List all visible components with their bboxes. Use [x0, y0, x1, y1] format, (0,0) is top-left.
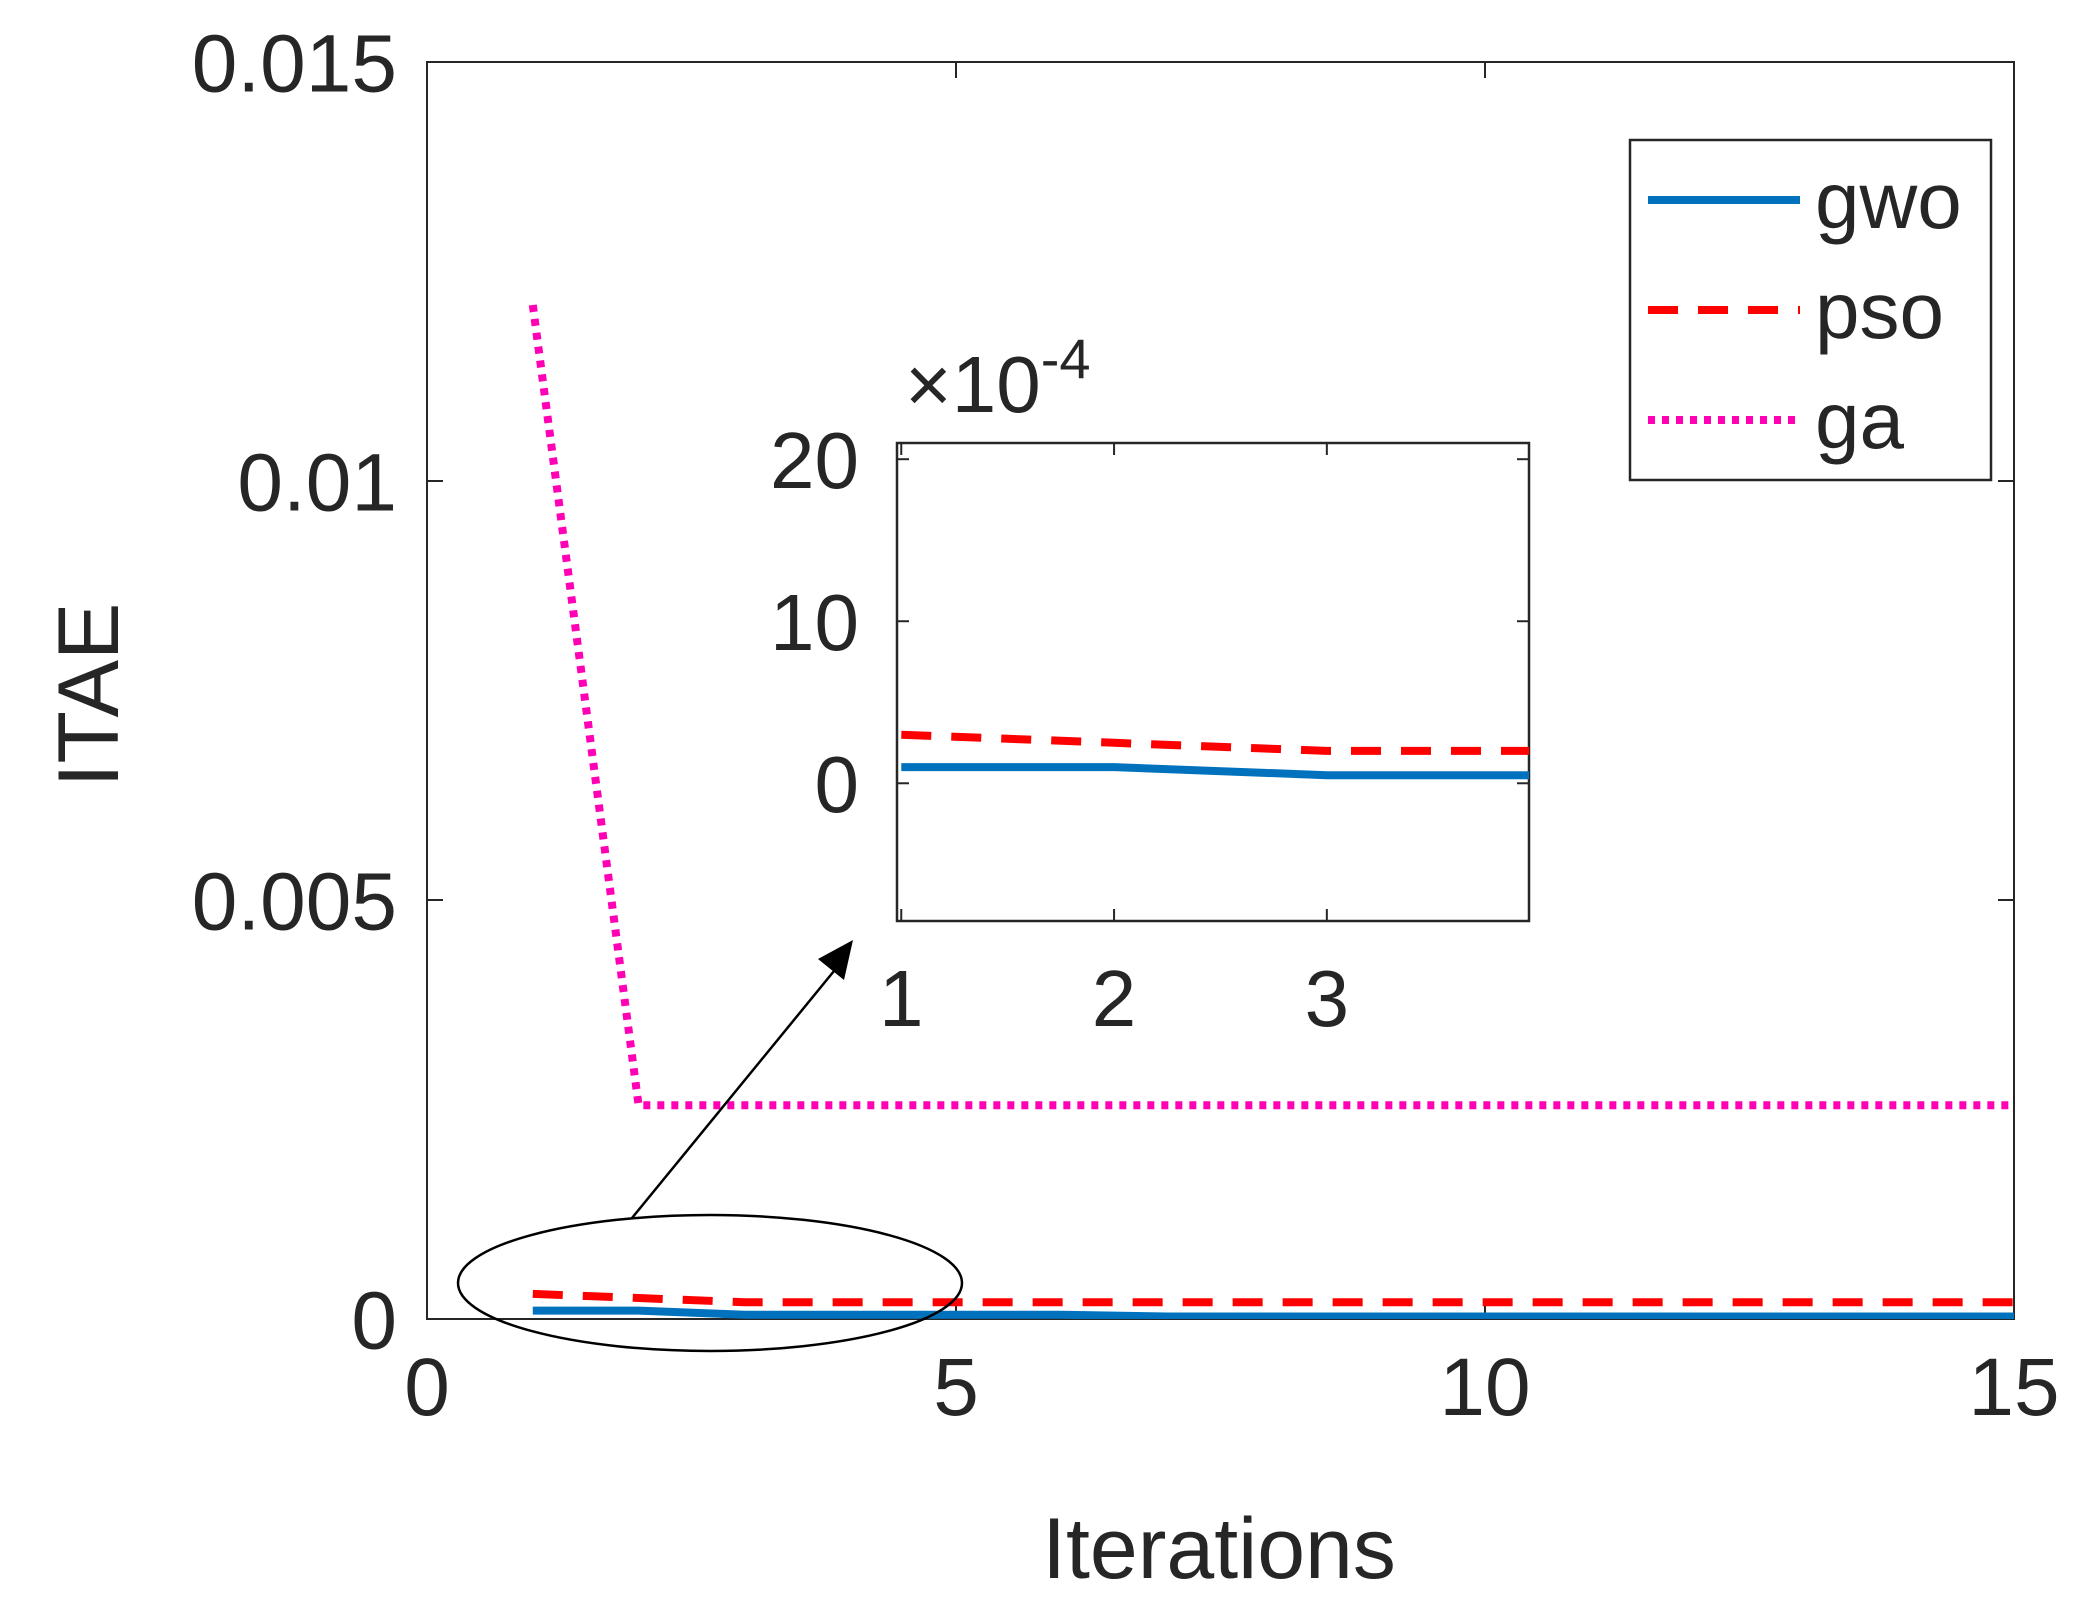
x-tick-label: 5 — [933, 1342, 979, 1433]
inset-x-tick-label: 2 — [1092, 954, 1137, 1043]
inset-axes-frame — [895, 441, 1531, 923]
x-tick-label: 15 — [1968, 1342, 2059, 1433]
inset-y-tick-label: 20 — [770, 416, 859, 505]
legend-label-gwo: gwo — [1815, 156, 1962, 245]
inset-y-tick-label: 10 — [770, 578, 859, 667]
x-axis-label: Iterations — [1042, 1501, 1396, 1597]
y-tick-label: 0 — [351, 1276, 397, 1367]
zoom-arrow-head — [818, 940, 853, 980]
inset-x-tick-label: 1 — [879, 954, 924, 1043]
inset-plot: 1 2 3 0 10 20 ×10-4 — [770, 327, 1531, 1043]
legend-label-ga: ga — [1815, 376, 1904, 465]
zoom-region-ellipse — [456, 1213, 964, 1353]
zoom-annotation — [456, 940, 964, 1353]
y-tick-label: 0.015 — [192, 19, 397, 110]
inset-y-tick-label: 0 — [815, 740, 860, 829]
inset-x-tick-label: 3 — [1305, 954, 1350, 1043]
x-tick-label: 0 — [404, 1342, 450, 1433]
y-axis-label: ITAE — [41, 603, 137, 788]
inset-series-line-gwo — [901, 763, 1529, 780]
x-tick-label: 10 — [1439, 1342, 1530, 1433]
y-tick-label: 0.01 — [237, 438, 397, 529]
inset-exponent-label: ×10-4 — [905, 327, 1091, 429]
zoom-arrow-line — [631, 959, 844, 1219]
legend: gwo pso ga — [1628, 138, 1993, 482]
legend-label-pso: pso — [1815, 266, 1944, 355]
series-line-gwo — [532, 1306, 2014, 1319]
y-tick-label: 0.005 — [192, 857, 397, 948]
series-line-ga — [528, 304, 2014, 1110]
inset-series-line-pso — [901, 730, 1529, 755]
